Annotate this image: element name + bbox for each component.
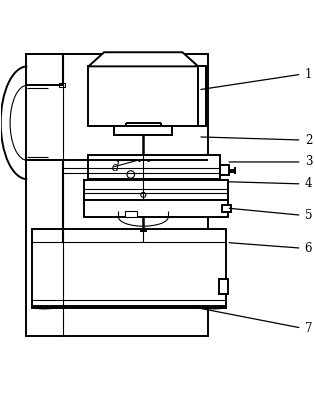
- Bar: [219, 280, 228, 293]
- Bar: [139, 157, 148, 162]
- Bar: [57, 257, 66, 273]
- Bar: [198, 67, 206, 126]
- Text: 3: 3: [305, 156, 312, 168]
- Bar: [32, 229, 226, 308]
- Text: 1: 1: [305, 68, 312, 81]
- Bar: [220, 166, 229, 175]
- Text: 2: 2: [305, 133, 312, 147]
- Bar: [222, 205, 231, 212]
- Bar: [26, 54, 208, 336]
- Polygon shape: [89, 52, 198, 67]
- Bar: [59, 83, 65, 87]
- Text: d: d: [112, 161, 119, 174]
- Bar: [84, 200, 228, 217]
- Bar: [55, 242, 68, 257]
- Bar: [89, 155, 220, 179]
- Bar: [89, 67, 198, 126]
- Text: 6: 6: [305, 242, 312, 255]
- Text: 7: 7: [305, 322, 312, 335]
- Text: 5: 5: [305, 209, 312, 222]
- Bar: [113, 126, 171, 135]
- Bar: [124, 211, 137, 217]
- Bar: [84, 180, 228, 200]
- Text: 4: 4: [305, 177, 312, 190]
